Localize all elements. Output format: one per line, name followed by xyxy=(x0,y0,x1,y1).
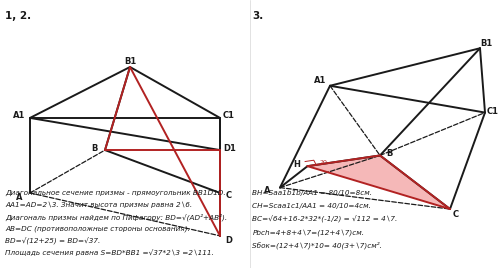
Text: C1: C1 xyxy=(223,111,235,120)
Text: BD=√(12+25) = BD=√37.: BD=√(12+25) = BD=√37. xyxy=(5,237,100,245)
Polygon shape xyxy=(308,155,450,209)
Text: C: C xyxy=(226,191,232,200)
Text: BC=√64+16-2*32*(-1/2) = √112 = 4∖7.: BC=√64+16-2*32*(-1/2) = √112 = 4∖7. xyxy=(252,216,398,223)
Text: H: H xyxy=(293,160,300,169)
Text: 1, 2.: 1, 2. xyxy=(5,11,31,21)
Text: B1: B1 xyxy=(480,39,492,48)
Text: Диагональное сечение призмы - прямоугольник BB1D1D.: Диагональное сечение призмы - прямоуголь… xyxy=(5,190,226,196)
Text: B: B xyxy=(386,149,392,158)
Text: A: A xyxy=(264,186,271,195)
Text: CH=Scaa1c1/AA1 = 40/10=4см.: CH=Scaa1c1/AA1 = 40/10=4см. xyxy=(252,203,372,209)
Text: 3.: 3. xyxy=(252,11,264,21)
Text: B1: B1 xyxy=(124,57,136,66)
Text: A: A xyxy=(16,193,22,202)
Text: 20: 20 xyxy=(320,160,328,165)
Text: BH=Saa1b1b/AA1 = 80/10=8см.: BH=Saa1b1b/AA1 = 80/10=8см. xyxy=(252,190,372,196)
Text: Pbch=4+8+4∖7=(12+4∖7)см.: Pbch=4+8+4∖7=(12+4∖7)см. xyxy=(252,229,364,236)
Text: D: D xyxy=(226,236,232,245)
Text: Площадь сечения равна S=BD*BB1 =√37*2∖3 =2∖111.: Площадь сечения равна S=BD*BB1 =√37*2∖3 … xyxy=(5,249,214,256)
Text: C: C xyxy=(453,210,459,219)
Text: A1: A1 xyxy=(13,111,25,120)
Text: D1: D1 xyxy=(224,144,236,153)
Text: C1: C1 xyxy=(486,107,498,116)
Text: AA1=AD=2∖3. Значит высота призмы равна 2∖6.: AA1=AD=2∖3. Значит высота призмы равна 2… xyxy=(5,202,192,209)
Text: B: B xyxy=(91,144,97,153)
Text: Sбок=(12+4∖7)*10= 40(3+∖7)см².: Sбок=(12+4∖7)*10= 40(3+∖7)см². xyxy=(252,242,382,249)
Text: A1: A1 xyxy=(314,76,326,85)
Text: AB=DC (противоположные стороны основания).: AB=DC (противоположные стороны основания… xyxy=(5,226,190,232)
Text: Диагональ призмы найдем по Пифагору: BD=√(AD²+AB²).: Диагональ призмы найдем по Пифагору: BD=… xyxy=(5,214,227,221)
